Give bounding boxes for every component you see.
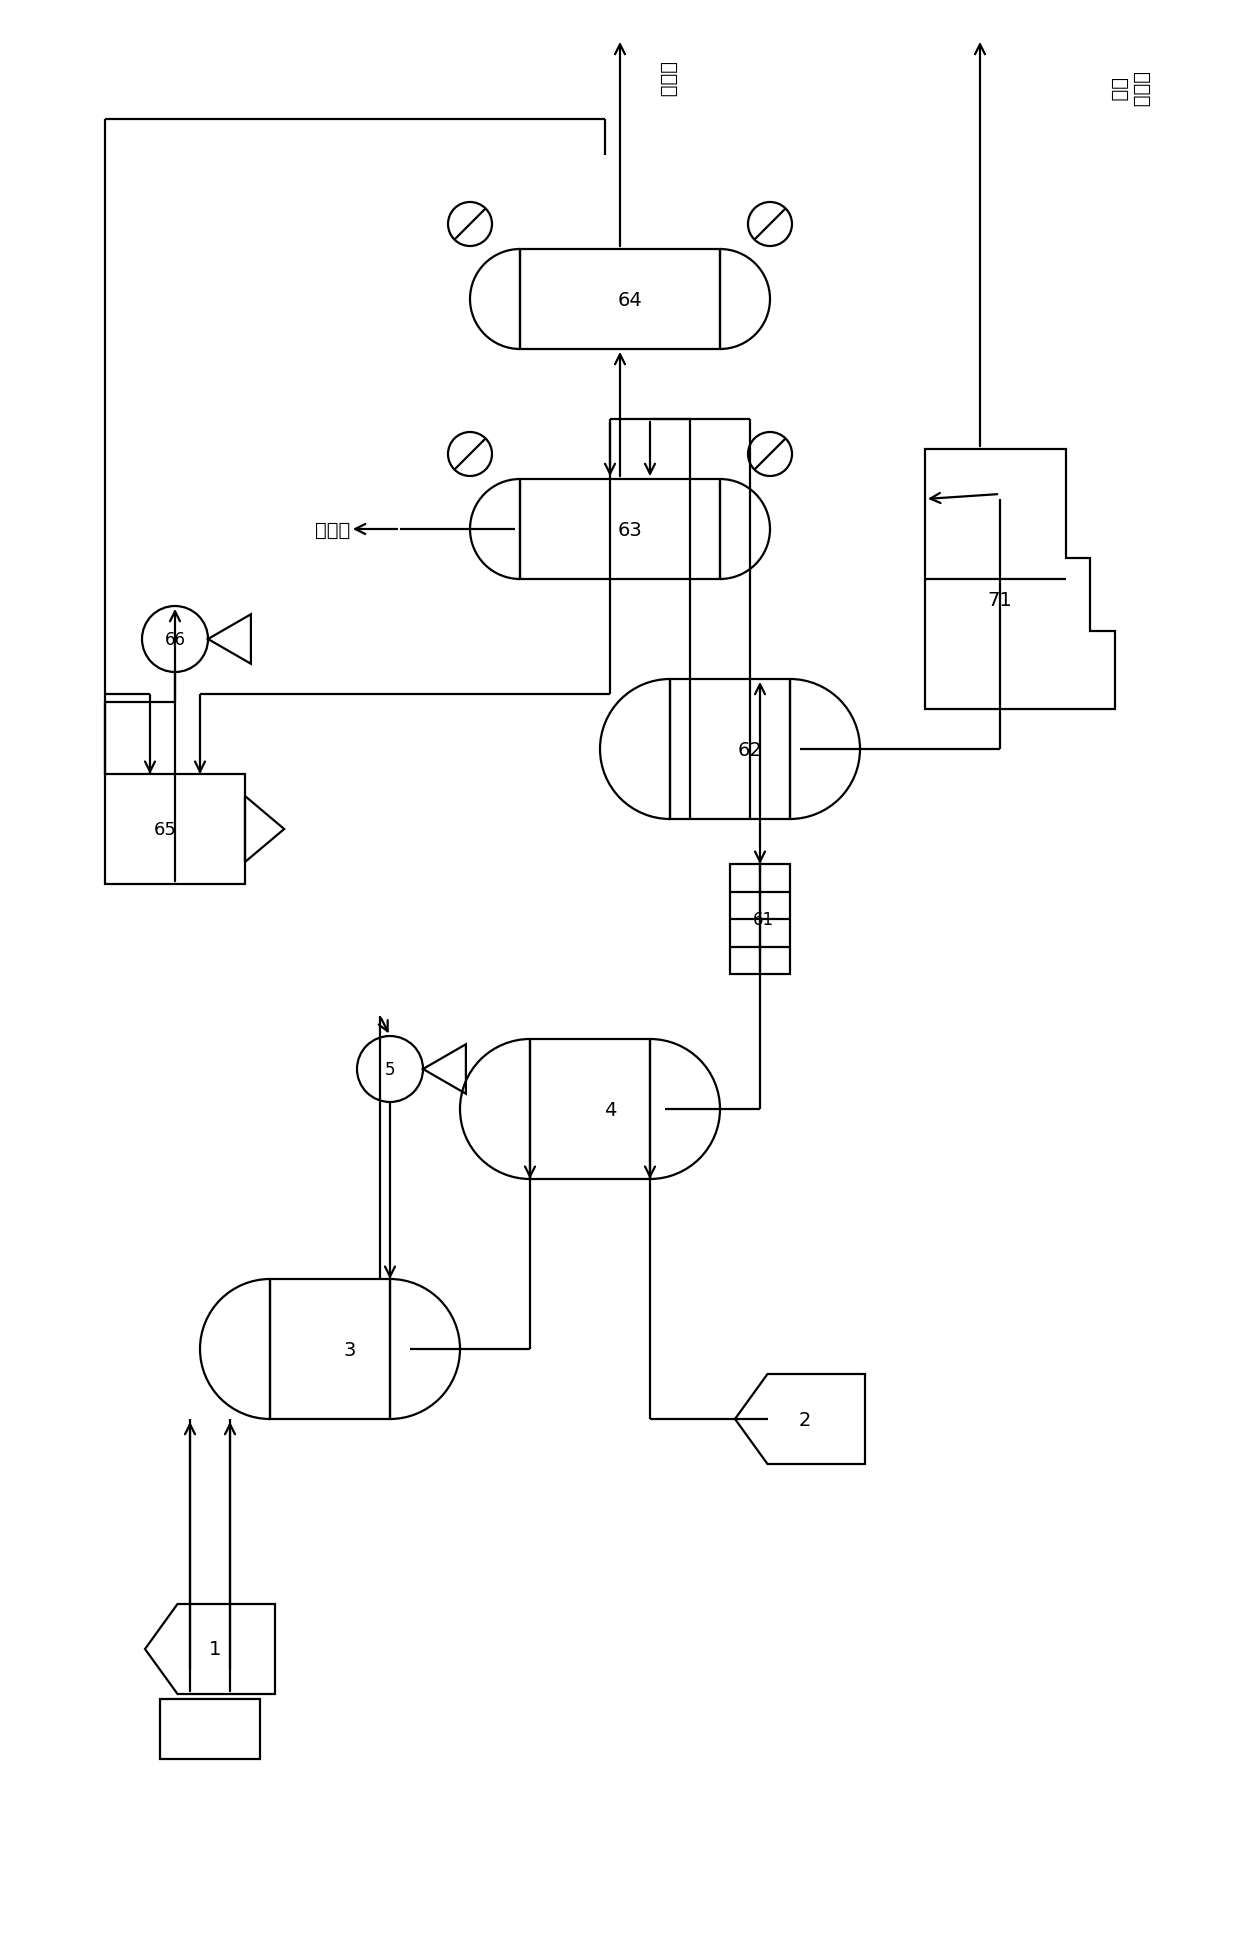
Text: 4: 4: [604, 1099, 616, 1119]
Bar: [730, 865, 790, 975]
Text: 不凝气: 不凝气: [315, 520, 350, 539]
Text: 61: 61: [753, 911, 774, 929]
Text: 63: 63: [618, 520, 642, 539]
Text: 62: 62: [738, 741, 763, 758]
Text: 66: 66: [165, 630, 186, 650]
Text: 1: 1: [208, 1640, 221, 1658]
Text: 聚合物
产物: 聚合物 产物: [1110, 72, 1151, 107]
Text: 5: 5: [384, 1061, 396, 1078]
Text: 3: 3: [343, 1340, 356, 1359]
Bar: [670, 681, 790, 820]
Bar: [520, 479, 720, 580]
Bar: [270, 1280, 391, 1419]
Bar: [160, 1699, 260, 1759]
Bar: [105, 774, 246, 884]
Text: 64: 64: [618, 291, 642, 310]
Text: 65: 65: [154, 820, 176, 838]
Bar: [520, 250, 720, 349]
Text: 71: 71: [987, 589, 1012, 609]
Text: 2: 2: [799, 1410, 811, 1429]
Text: 低聚物: 低聚物: [658, 62, 677, 97]
Bar: [529, 1039, 650, 1179]
